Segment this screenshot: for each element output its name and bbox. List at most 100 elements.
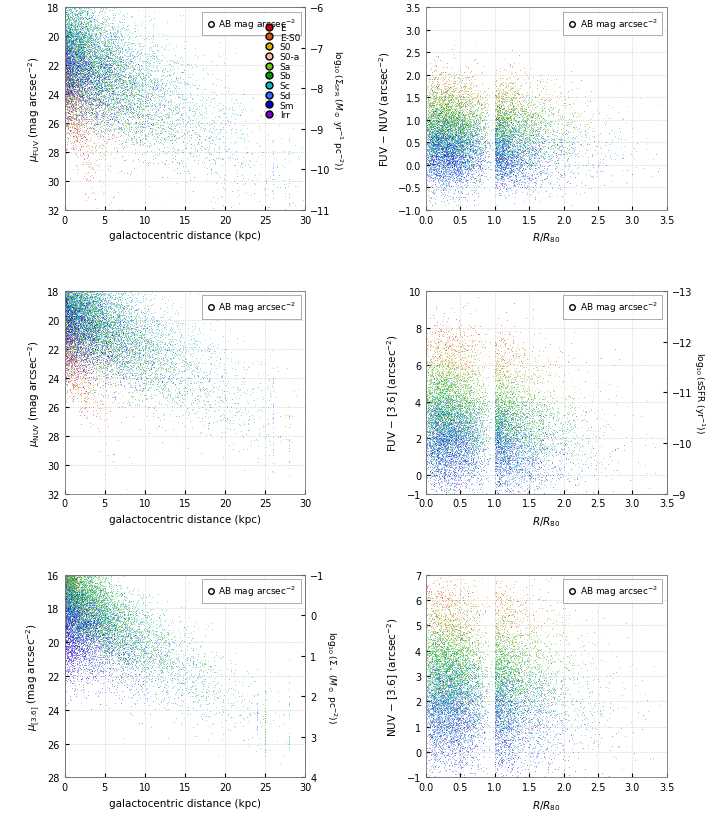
Point [264,373,275,386]
Point [427,626,439,639]
Point [518,396,530,409]
Point [422,434,433,447]
Point [490,361,502,375]
Point [442,656,454,669]
Point [86,318,98,332]
Point [71,346,82,359]
Point [74,649,85,662]
Point [225,201,237,214]
Point [103,294,115,307]
Point [69,66,80,79]
Point [440,383,451,396]
Point [65,308,77,322]
Point [98,370,109,383]
Point [448,473,460,486]
Point [435,107,446,120]
Point [541,96,552,109]
Point [79,102,90,115]
Point [602,144,614,157]
Point [525,123,536,136]
Point [499,649,511,662]
Point [424,127,435,141]
Point [79,647,90,660]
Point [439,144,450,157]
Point [114,614,125,628]
Point [131,100,143,113]
Point [431,654,442,667]
Point [85,301,96,314]
Point [503,614,514,628]
Point [442,378,453,391]
Point [431,614,442,628]
Point [519,116,531,129]
Point [77,71,88,84]
Point [103,376,114,390]
Point [435,109,446,122]
Point [186,79,198,92]
Point [72,340,84,353]
Point [89,113,100,127]
Point [427,662,438,676]
Point [111,69,123,83]
Point [426,724,437,737]
Point [95,613,106,626]
Point [514,684,526,697]
Point [425,694,437,707]
Point [508,411,519,424]
Point [492,148,503,161]
Point [440,131,451,145]
Point [158,659,170,672]
Point [533,139,545,152]
Point [119,136,130,150]
Point [494,690,505,703]
Point [425,380,437,394]
Point [465,400,477,414]
Point [77,306,88,319]
Point [199,383,211,396]
Point [132,101,143,114]
Point [453,400,465,414]
Point [422,596,433,609]
Point [67,76,79,89]
Point [76,609,87,622]
Point [115,60,126,74]
Point [67,603,79,616]
Point [431,672,442,686]
Point [74,124,85,137]
Point [98,285,109,299]
Point [100,342,111,355]
Point [437,164,449,177]
Point [456,646,467,659]
Point [68,304,80,317]
Point [244,439,255,452]
Point [504,356,516,370]
Point [72,2,84,15]
Point [171,88,182,101]
Point [85,334,97,347]
Point [434,170,445,183]
Point [63,355,75,368]
Point [75,673,87,686]
Point [130,598,141,611]
Point [429,423,440,437]
Point [502,667,513,680]
Point [203,119,214,132]
Point [105,79,117,92]
Point [455,424,466,437]
Point [77,598,88,611]
Point [82,318,94,331]
Point [65,75,76,88]
Point [98,308,109,322]
Point [483,457,494,471]
Point [432,683,443,696]
Point [426,155,437,168]
Point [85,98,97,112]
Point [63,590,75,603]
Point [445,162,457,175]
Point [493,615,505,629]
Point [73,41,85,55]
Point [108,297,120,310]
Point [66,568,77,581]
Point [452,624,464,638]
Point [467,388,478,401]
